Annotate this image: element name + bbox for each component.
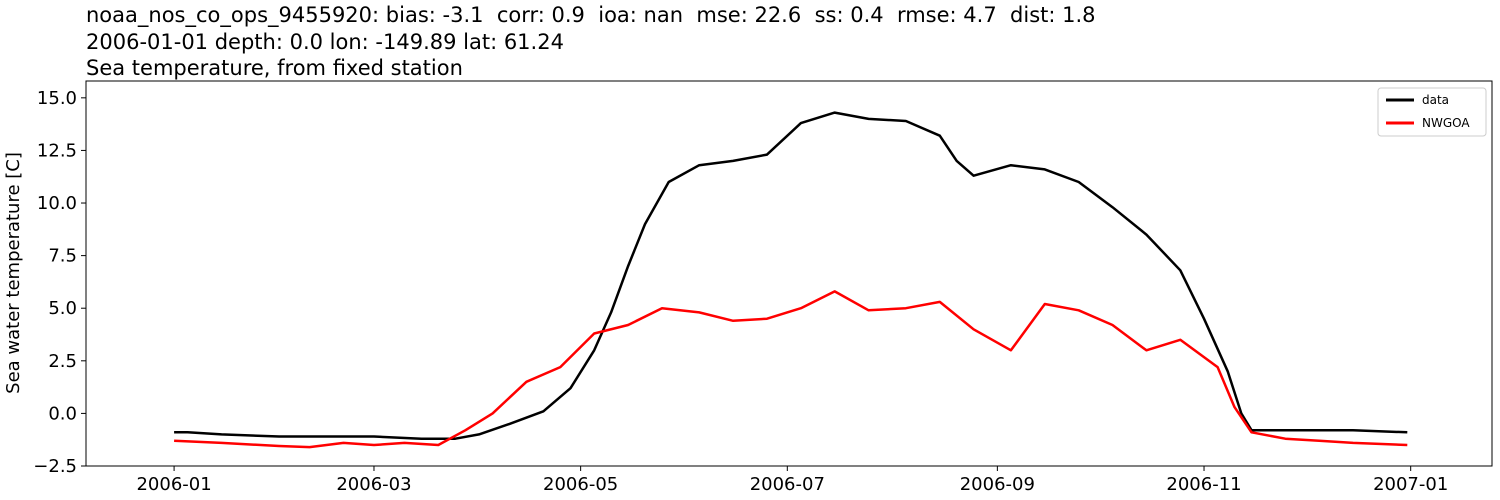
x-tick-label-2: 2006-05: [543, 474, 618, 495]
y-tick-label-3: 5.0: [48, 298, 77, 319]
x-tick-label-5: 2006-11: [1166, 474, 1241, 495]
chart-title-line-2: 2006-01-01 depth: 0.0 lon: -149.89 lat: …: [86, 30, 564, 54]
y-tick-label-7: 15.0: [37, 88, 77, 109]
plot-frame: [85, 80, 1493, 467]
x-tick-label-4: 2006-09: [960, 474, 1035, 495]
y-axis: −2.5 0.0 2.5 5.0 7.5 10.0 12.5 15.0: [33, 88, 86, 477]
series-line-nwgoa: [174, 290, 1408, 449]
x-tick-label-6: 2007-01: [1373, 474, 1448, 495]
x-tick-label-1: 2006-03: [336, 474, 411, 495]
legend-label-nwgoa: NWGOA: [1422, 116, 1470, 130]
y-tick-label-2: 2.5: [48, 351, 77, 372]
x-tick-label-0: 2006-01: [136, 474, 211, 495]
y-tick-label-1: 0.0: [48, 403, 77, 424]
legend-label-data: data: [1422, 93, 1449, 107]
y-tick-label-5: 10.0: [37, 193, 77, 214]
y-tick-label-4: 7.5: [48, 246, 77, 267]
chart-title-line-3: Sea temperature, from fixed station: [86, 56, 463, 80]
x-axis: 2006-01 2006-03 2006-05 2006-07 2006-09 2006-…: [136, 466, 1448, 495]
x-tick-label-3: 2006-07: [750, 474, 825, 495]
series-line-data: [174, 111, 1408, 440]
y-tick-label-6: 12.5: [37, 140, 77, 161]
legend: data NWGOA: [1377, 87, 1487, 137]
y-axis-label: Sea water temperature [C]: [3, 152, 24, 394]
series-layer: [174, 111, 1408, 449]
chart-title-line-1: noaa_nos_co_ops_9455920: bias: -3.1 corr…: [86, 3, 1096, 27]
y-tick-label-0: −2.5: [33, 456, 77, 477]
